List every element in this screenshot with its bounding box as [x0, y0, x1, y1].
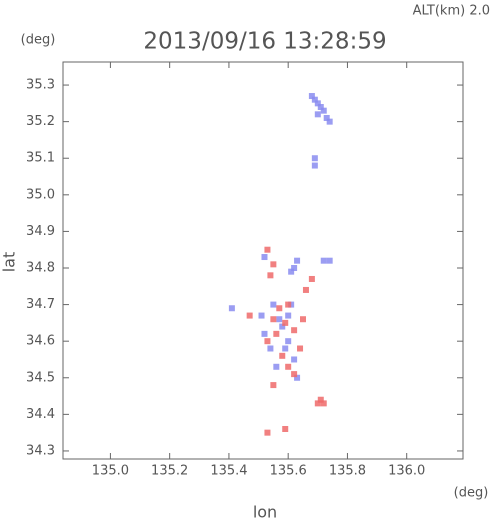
echo-point — [314, 100, 321, 107]
echo-point — [264, 429, 271, 436]
y-tick-label: 34.6 — [26, 334, 55, 349]
echo-point — [270, 316, 277, 323]
echo-point — [270, 261, 277, 268]
echo-point — [258, 312, 265, 319]
y-tick-label: 35.3 — [26, 78, 55, 93]
echo-point — [291, 356, 298, 363]
y-tick-label: 34.8 — [26, 261, 55, 276]
echo-point — [285, 312, 292, 319]
echo-point — [246, 312, 253, 319]
plot-frame — [62, 61, 464, 460]
echo-point — [294, 257, 301, 264]
y-axis-label: lat — [0, 252, 19, 273]
echo-point — [261, 254, 268, 261]
y-unit: (deg) — [21, 33, 56, 48]
echo-point — [317, 396, 324, 403]
echo-point — [311, 155, 318, 162]
y-tick-label: 35.2 — [26, 114, 55, 129]
echo-point — [264, 338, 271, 345]
echo-point — [320, 400, 327, 407]
echo-point — [264, 246, 271, 253]
x-tick-label: 135.2 — [151, 464, 188, 479]
echo-point — [285, 338, 292, 345]
echo-point — [282, 345, 289, 352]
echo-point — [270, 382, 277, 389]
y-tick-label: 34.3 — [26, 443, 55, 458]
y-tick-label: 34.7 — [26, 297, 55, 312]
echo-point — [326, 118, 333, 125]
x-unit: (deg) — [454, 486, 489, 501]
echo-point — [300, 316, 306, 323]
echo-point — [279, 323, 286, 330]
x-tick-label: 135.0 — [92, 464, 129, 479]
echo-point — [261, 330, 268, 337]
y-tick-label: 34.9 — [26, 224, 55, 239]
echo-point — [320, 107, 327, 114]
echo-point — [285, 301, 292, 308]
echo-point — [326, 257, 333, 264]
echo-point — [314, 400, 321, 407]
x-tick-label: 135.8 — [329, 464, 366, 479]
chart-title: 2013/09/16 13:28:59 — [143, 29, 386, 55]
y-tick-label: 35.0 — [26, 187, 55, 202]
echo-point — [270, 301, 277, 308]
echo-point — [308, 275, 315, 282]
x-tick-label: 135.6 — [270, 464, 307, 479]
x-tick-label: 136.0 — [388, 464, 425, 479]
echo-point — [267, 345, 274, 352]
echo-point — [323, 114, 330, 121]
y-tick-label: 34.5 — [26, 370, 55, 385]
echo-point — [311, 96, 318, 103]
echo-point — [279, 352, 286, 359]
echo-point — [311, 162, 318, 169]
echo-point — [302, 286, 309, 293]
echo-point — [273, 363, 280, 370]
echo-point — [308, 93, 315, 100]
echo-point — [282, 425, 289, 432]
echo-point — [291, 265, 298, 272]
y-tick-label: 34.4 — [26, 407, 55, 422]
x-axis-label: lon — [253, 503, 277, 521]
echo-point — [317, 104, 324, 111]
echo-point — [297, 345, 304, 352]
echo-point — [291, 327, 298, 334]
echo-point — [320, 257, 327, 264]
echo-point — [288, 268, 295, 275]
echo-point — [294, 374, 301, 381]
echo-point — [276, 316, 283, 323]
altitude-annotation: ALT(km) 2.0 — [413, 4, 490, 19]
echo-point — [273, 330, 280, 337]
echo-point — [228, 305, 235, 312]
echo-point — [314, 111, 321, 118]
echo-point — [282, 319, 289, 326]
echo-point — [291, 371, 298, 378]
y-tick-label: 35.1 — [26, 151, 55, 166]
x-tick-label: 135.4 — [210, 464, 247, 479]
echo-point — [267, 272, 274, 279]
echo-point — [276, 305, 283, 312]
echo-point — [285, 363, 292, 370]
